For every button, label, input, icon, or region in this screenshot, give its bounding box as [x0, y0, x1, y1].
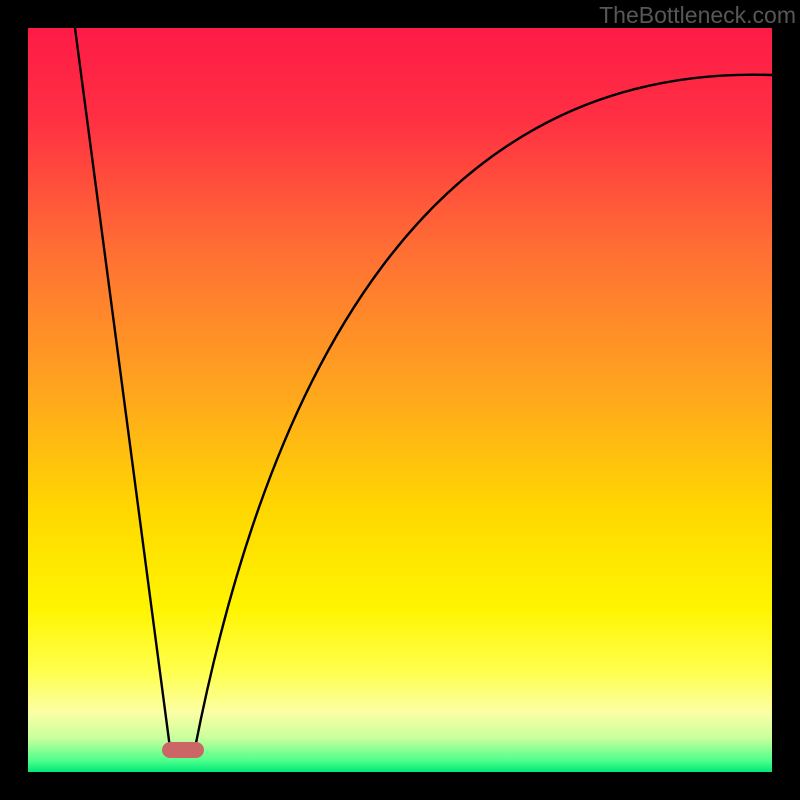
curve-path — [75, 28, 772, 748]
watermark-text: TheBottleneck.com — [599, 2, 796, 29]
plot-area — [28, 28, 772, 772]
curve-layer — [28, 28, 772, 772]
minimum-marker — [162, 742, 204, 758]
chart-root: TheBottleneck.com — [0, 0, 800, 800]
